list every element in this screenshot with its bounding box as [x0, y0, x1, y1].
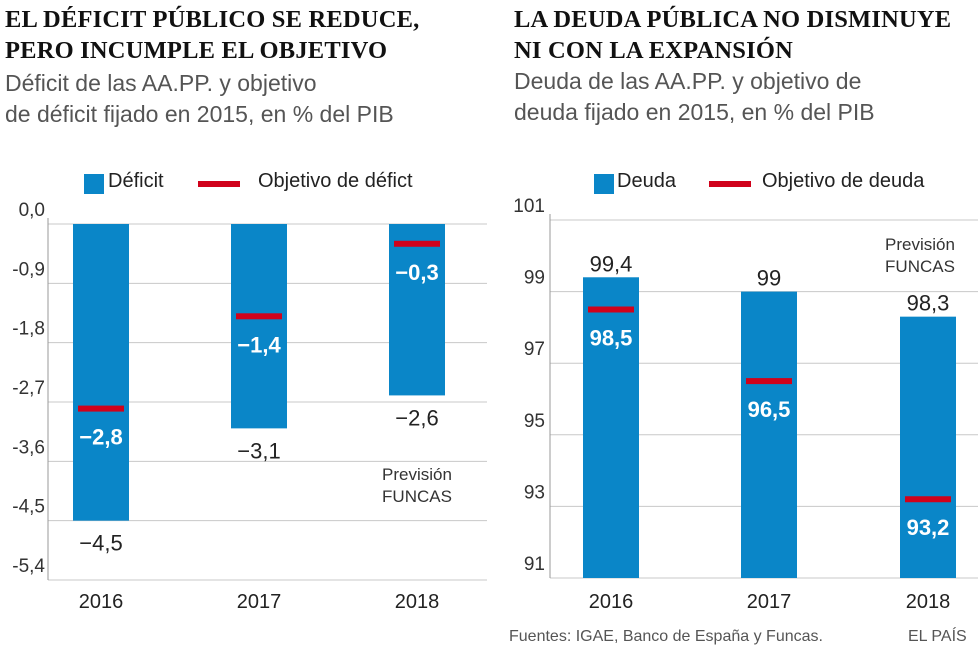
left-legend-target-label: Objetivo de défict [258, 170, 413, 192]
debt-target-marker-2016 [588, 306, 634, 313]
debt-x-tick-label: 2016 [589, 591, 634, 613]
deficit-y-tick-label: -3,6 [12, 437, 45, 458]
deficit-y-tick-label: -1,8 [12, 319, 45, 340]
debt-y-tick-label: 91 [524, 554, 545, 575]
left-subtitle-line1: Déficit de las AA.PP. y objetivo [5, 70, 317, 96]
debt-y-tick-label: 97 [524, 339, 545, 360]
debt-target-marker-2017 [746, 378, 792, 385]
footer-sources: Fuentes: IGAE, Banco de España y Funcas. [509, 628, 823, 645]
deficit-bar-value-label: −4,5 [79, 531, 122, 556]
deficit-target-value-label: −1,4 [237, 332, 281, 357]
deficit-target-value-label: −0,3 [395, 260, 438, 285]
left-legend-target-swatch [198, 181, 240, 187]
deficit-x-tick-label: 2016 [79, 591, 124, 613]
right-legend-target-swatch [709, 181, 751, 187]
deficit-bar-2018 [389, 224, 445, 396]
deficit-x-tick-label: 2017 [237, 591, 282, 613]
deficit-bar-value-label: −3,1 [237, 438, 280, 463]
deficit-target-marker-2018 [394, 240, 440, 247]
debt-bar-value-label: 99,4 [590, 251, 633, 276]
debt-target-marker-2018 [905, 496, 951, 503]
deficit-y-tick-label: -0,9 [12, 259, 45, 280]
deficit-target-marker-2016 [78, 405, 124, 412]
right-subtitle-line1: Deuda de las AA.PP. y objetivo de [514, 68, 862, 94]
right-title-line1: LA DEUDA PÚBLICA NO DISMINUYE [514, 6, 952, 33]
left-title-line2: PERO INCUMPLE EL OBJETIVO [5, 37, 388, 64]
deficit-y-tick-label: -4,5 [12, 497, 45, 518]
footer-brand: EL PAÍS [908, 628, 967, 645]
deficit-bar-2016 [73, 224, 129, 521]
debt-target-value-label: 98,5 [590, 326, 633, 351]
left-legend-bar-label: Déficit [108, 170, 164, 192]
left-legend-bar-swatch [84, 174, 104, 194]
debt-x-tick-label: 2018 [906, 591, 951, 613]
deficit-target-marker-2017 [236, 313, 282, 320]
right-legend-bar-swatch [594, 174, 614, 194]
debt-target-value-label: 96,5 [748, 397, 791, 422]
debt-x-tick-label: 2017 [747, 591, 792, 613]
deficit-y-tick-label: -5,4 [12, 556, 45, 577]
deficit-annotation-line1: Previsión [382, 465, 452, 484]
deficit-target-value-label: −2,8 [79, 425, 122, 450]
right-legend-bar-label: Deuda [617, 170, 676, 192]
deficit-y-tick-label: -2,7 [12, 378, 45, 399]
debt-y-tick-label: 101 [513, 196, 545, 217]
debt-annotation-line2: FUNCAS [885, 257, 955, 276]
left-subtitle-line2: de déficit fijado en 2015, en % del PIB [5, 101, 394, 127]
right-title-line2: NI CON LA EXPANSIÓN [514, 37, 794, 64]
deficit-bar-2017 [231, 224, 287, 429]
debt-bar-value-label: 99 [757, 266, 781, 291]
left-chart-subtitle: Déficit de las AA.PP. y objetivo de défi… [5, 68, 394, 130]
deficit-bar-value-label: −2,6 [395, 405, 438, 430]
deficit-x-tick-label: 2018 [395, 591, 440, 613]
debt-bar-2017 [741, 291, 797, 578]
left-chart-title: EL DÉFICIT PÚBLICO SE REDUCE, PERO INCUM… [5, 4, 419, 66]
deficit-y-tick-label: 0,0 [19, 200, 45, 221]
deficit-annotation-line2: FUNCAS [382, 487, 452, 506]
debt-target-value-label: 93,2 [907, 515, 950, 540]
debt-annotation-line1: Previsión [885, 235, 955, 254]
debt-bar-value-label: 98,3 [907, 291, 950, 316]
debt-bar-2016 [583, 277, 639, 578]
debt-bar-2018 [900, 316, 956, 578]
right-chart-subtitle: Deuda de las AA.PP. y objetivo de deuda … [514, 66, 875, 128]
right-chart-title: LA DEUDA PÚBLICA NO DISMINUYE NI CON LA … [514, 4, 951, 66]
right-legend-target-label: Objetivo de deuda [762, 170, 925, 192]
left-title-line1: EL DÉFICIT PÚBLICO SE REDUCE, [5, 6, 420, 33]
right-subtitle-line2: deuda fijado en 2015, en % del PIB [514, 99, 875, 125]
debt-y-tick-label: 93 [524, 482, 545, 503]
debt-y-tick-label: 99 [524, 268, 545, 289]
debt-y-tick-label: 95 [524, 411, 545, 432]
